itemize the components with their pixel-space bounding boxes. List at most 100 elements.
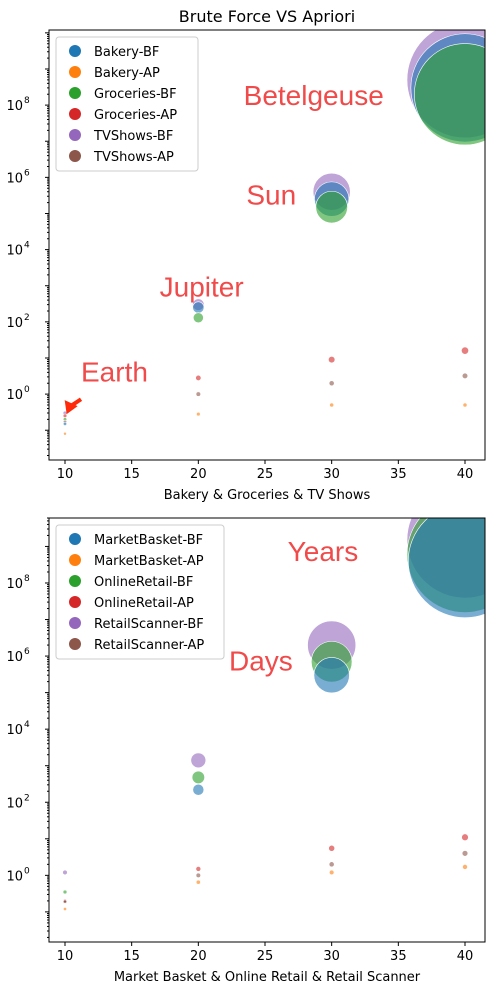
bubbles — [62, 518, 485, 911]
x-tick-label: 35 — [390, 949, 407, 964]
y-tick-exponent: 6 — [24, 168, 30, 178]
data-point-retailscanner-ap — [195, 872, 201, 878]
legend-label: Bakery-BF — [94, 45, 159, 60]
y-tick-exponent: 8 — [24, 574, 30, 584]
x-tick-label: 20 — [190, 949, 207, 964]
legend-label: RetailScanner-BF — [94, 617, 204, 632]
y-tick-label: 10 — [6, 577, 23, 592]
x-tick-label: 15 — [123, 949, 140, 964]
legend-marker — [69, 45, 81, 57]
data-point-marketbasket-ap — [462, 864, 468, 870]
data-point-tvshows-ap — [195, 391, 201, 397]
y-tick-exponent: 0 — [24, 385, 30, 395]
y-tick-exponent: 4 — [24, 720, 30, 730]
y-tick-exponent: 8 — [24, 96, 30, 106]
annotation-years: Years — [288, 536, 359, 567]
legend-marker — [69, 87, 81, 99]
legend-marker — [69, 129, 81, 141]
y-tick-label: 10 — [6, 171, 23, 186]
data-point-marketbasket-ap — [328, 869, 335, 876]
legend-label: Groceries-BF — [94, 87, 177, 102]
y-tick-label: 10 — [6, 316, 23, 331]
chart-1: Brute Force VS Apriori Earth Jupiter Sun Bet… — [6, 7, 486, 503]
y-tick-label: 10 — [6, 796, 23, 811]
x-tick-label: 25 — [257, 467, 274, 482]
legend-label: TVShows-AP — [93, 150, 174, 165]
data-point-bakery-bf — [192, 301, 205, 314]
legend-label: Bakery-AP — [94, 66, 160, 81]
data-point-marketbasket-bf — [192, 783, 205, 796]
data-point-retailscanner-bf — [190, 752, 207, 769]
plot-frame — [48, 517, 486, 943]
legend-label: TVShows-BF — [93, 129, 173, 144]
data-point-onlineretail-ap — [328, 844, 336, 852]
legend-label: MarketBasket-AP — [94, 554, 204, 569]
data-point-marketbasket-bf — [313, 657, 350, 694]
legend-label: OnlineRetail-BF — [94, 575, 193, 590]
data-point-groceries-bf — [414, 43, 485, 146]
legend-marker — [69, 150, 81, 162]
legend-box — [55, 524, 225, 660]
x-axis-label: Market Basket & Online Retail & Retail S… — [114, 970, 421, 985]
y-tick-label: 10 — [6, 650, 23, 665]
x-tick-label: 10 — [57, 949, 74, 964]
data-point-onlineretail-bf — [191, 770, 205, 784]
data-point-retailscanner-bf — [62, 869, 68, 876]
data-point-bakery-ap — [462, 402, 468, 408]
data-point-retailscanner-ap — [328, 861, 335, 868]
legend-marker — [69, 596, 81, 608]
x-tick-label: 10 — [57, 467, 74, 482]
data-point-onlineretail-ap — [461, 833, 469, 842]
data-point-retailscanner-ap — [461, 850, 469, 857]
data-point-bakery-bf — [62, 421, 68, 426]
data-point-marketbasket-ap — [195, 879, 201, 885]
data-point-bakery-ap — [329, 402, 335, 408]
data-point-groceries-ap — [461, 346, 469, 355]
x-tick-label: 15 — [123, 467, 140, 482]
legend: MarketBasket-BF MarketBasket-AP OnlineReta… — [55, 524, 225, 660]
annotation-betelgeuse: Betelgeuse — [244, 80, 384, 111]
y-tick-label: 10 — [6, 869, 23, 884]
data-point-tvshows-ap — [328, 380, 335, 387]
data-point-marketbasket-bf — [408, 518, 485, 618]
y-tick-exponent: 0 — [24, 866, 30, 876]
plot-frame — [48, 29, 486, 461]
y-tick-label: 10 — [6, 244, 23, 259]
annotation-earth: Earth — [81, 357, 148, 388]
chart-title: Brute Force VS Apriori — [179, 7, 355, 26]
x-axis-label: Bakery & Groceries & TV Shows — [164, 488, 371, 503]
legend-box — [55, 36, 199, 172]
legend-label: RetailScanner-AP — [94, 638, 204, 653]
data-point-groceries-ap — [195, 374, 202, 381]
legend-marker — [69, 533, 81, 545]
data-point-bakery-ap — [196, 411, 201, 417]
legend-marker — [69, 108, 81, 120]
data-point-onlineretail-bf — [62, 889, 68, 895]
legend-label: OnlineRetail-AP — [94, 596, 194, 611]
data-point-marketbasket-ap — [63, 907, 67, 911]
data-point-groceries-ap — [62, 413, 68, 419]
legend-label: MarketBasket-BF — [94, 533, 203, 548]
x-tick-label: 40 — [457, 467, 474, 482]
x-tick-label: 30 — [323, 467, 340, 482]
arrow-head — [64, 400, 78, 415]
x-tick-label: 20 — [190, 467, 207, 482]
y-tick-exponent: 2 — [24, 793, 30, 803]
x-tick-label: 35 — [390, 467, 407, 482]
annotation-days: Days — [229, 646, 293, 677]
legend-marker — [69, 617, 81, 629]
data-point-onlineretail-ap — [195, 866, 202, 872]
y-tick-exponent: 4 — [24, 241, 30, 251]
bubbles — [62, 30, 485, 436]
x-tick-label: 40 — [457, 949, 474, 964]
annotation-jupiter: Jupiter — [160, 272, 244, 303]
legend-marker — [69, 638, 81, 650]
y-tick-exponent: 2 — [24, 313, 30, 323]
y-tick-label: 10 — [6, 723, 23, 738]
y-tick-label: 10 — [6, 99, 23, 114]
x-tick-label: 30 — [323, 949, 340, 964]
data-point-bakery-ap — [63, 431, 67, 436]
y-tick-exponent: 6 — [24, 647, 30, 657]
